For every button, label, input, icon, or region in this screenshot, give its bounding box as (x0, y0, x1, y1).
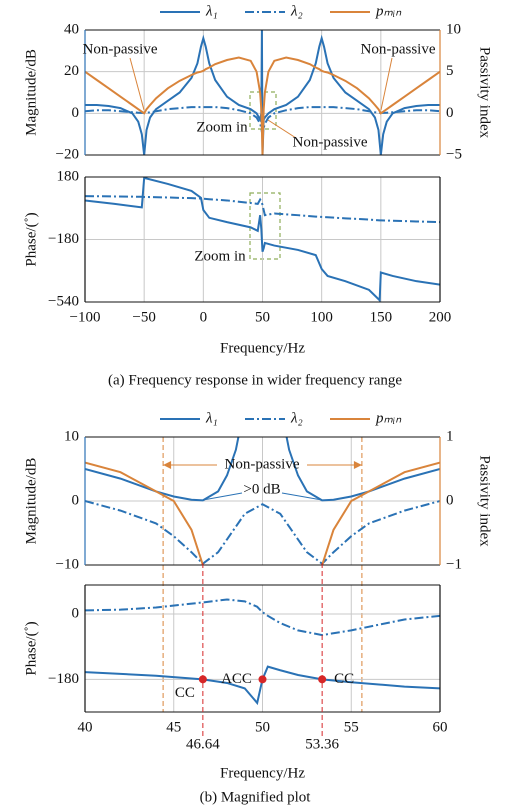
caption: (a) Frequency response in wider frequenc… (108, 372, 402, 388)
arrow-head (353, 461, 362, 469)
y-tick-label: −180 (48, 671, 79, 687)
y-axis-label: Magnitude/dB (23, 49, 39, 136)
series-line (85, 598, 440, 637)
x-axis-label: Frequency/Hz (220, 765, 305, 781)
series-line (85, 56, 440, 155)
y-tick-label: 180 (57, 168, 80, 184)
annotation-pointer (202, 492, 243, 501)
y-tick-label: 0 (72, 492, 80, 508)
x-axis-label: Frequency/Hz (220, 340, 305, 356)
legend-label: λ₁ (205, 410, 218, 426)
y-axis-label: Magnitude/dB (23, 458, 39, 545)
series-line (85, 30, 440, 155)
y-tick-label: −20 (56, 146, 79, 162)
y2-tick-label: −1 (446, 556, 462, 572)
y-tick-label: −540 (48, 293, 79, 309)
annotation-pointer (129, 57, 145, 111)
legend-label: pₘᵢₙ (375, 410, 402, 426)
point (198, 675, 207, 684)
series-line (85, 437, 440, 502)
legend-label: λ₂ (290, 410, 303, 426)
y-tick-label: −10 (56, 556, 79, 572)
series-line (85, 500, 440, 565)
x-tick-label: 55 (344, 719, 359, 735)
x-tick-label: 60 (433, 719, 448, 735)
x-tick-label: 0 (200, 309, 208, 325)
arrow-head (163, 461, 172, 469)
y-tick-label: 10 (64, 428, 79, 444)
y-axis-label: Phase/(˚) (23, 621, 39, 675)
legend-label: λ₂ (290, 3, 303, 19)
point-label: ACC (221, 671, 252, 687)
annotation: Non-passive (225, 456, 300, 472)
point (258, 675, 267, 684)
x-tick-label: 200 (429, 309, 452, 325)
annotation: Zoom in (196, 119, 248, 135)
x-tick-label: −100 (70, 309, 101, 325)
marked-x-label: 53.36 (305, 736, 339, 752)
x-tick-label: 50 (255, 719, 270, 735)
annotation: >0 dB (243, 481, 280, 497)
y2-tick-label: 5 (446, 63, 454, 79)
y-tick-label: 0 (72, 605, 80, 621)
annotation-pointer (281, 492, 323, 501)
series-line (85, 177, 440, 302)
zoom-box (249, 91, 277, 130)
y2-tick-label: 0 (446, 492, 454, 508)
x-tick-label: 50 (255, 309, 270, 325)
x-tick-label: 100 (310, 309, 333, 325)
annotation: Non-passive (361, 41, 436, 57)
y2-axis-label: Passivity index (477, 455, 493, 547)
y2-axis-label: Passivity index (477, 47, 493, 139)
y2-tick-label: 10 (446, 21, 461, 37)
zoom-box (249, 192, 281, 260)
y2-tick-label: 1 (446, 428, 454, 444)
series-line (85, 195, 440, 224)
y-tick-label: 20 (64, 63, 79, 79)
point (318, 675, 327, 684)
annotation-pointer (380, 57, 393, 111)
annotation: Non-passive (83, 41, 158, 57)
annotation: Zoom in (194, 248, 246, 264)
y-axis-label: Phase/(˚) (23, 212, 39, 266)
y2-tick-label: −5 (446, 146, 462, 162)
annotation-pointer (267, 119, 297, 139)
point-label: CC (334, 671, 354, 687)
annotation: Non-passive (293, 134, 368, 150)
y-tick-label: −180 (48, 231, 79, 247)
legend-label: pₘᵢₙ (375, 3, 402, 19)
x-tick-label: −50 (132, 309, 155, 325)
x-tick-label: 45 (166, 719, 181, 735)
caption: (b) Magnified plot (200, 789, 312, 805)
marked-x-label: 46.64 (186, 736, 220, 752)
legend-label: λ₁ (205, 3, 218, 19)
x-tick-label: 150 (370, 309, 393, 325)
series-line (85, 461, 440, 565)
point-label: CC (175, 685, 195, 701)
y-tick-label: 40 (64, 21, 79, 37)
y-tick-label: 0 (72, 105, 80, 121)
x-tick-label: 40 (78, 719, 93, 735)
y2-tick-label: 0 (446, 105, 454, 121)
